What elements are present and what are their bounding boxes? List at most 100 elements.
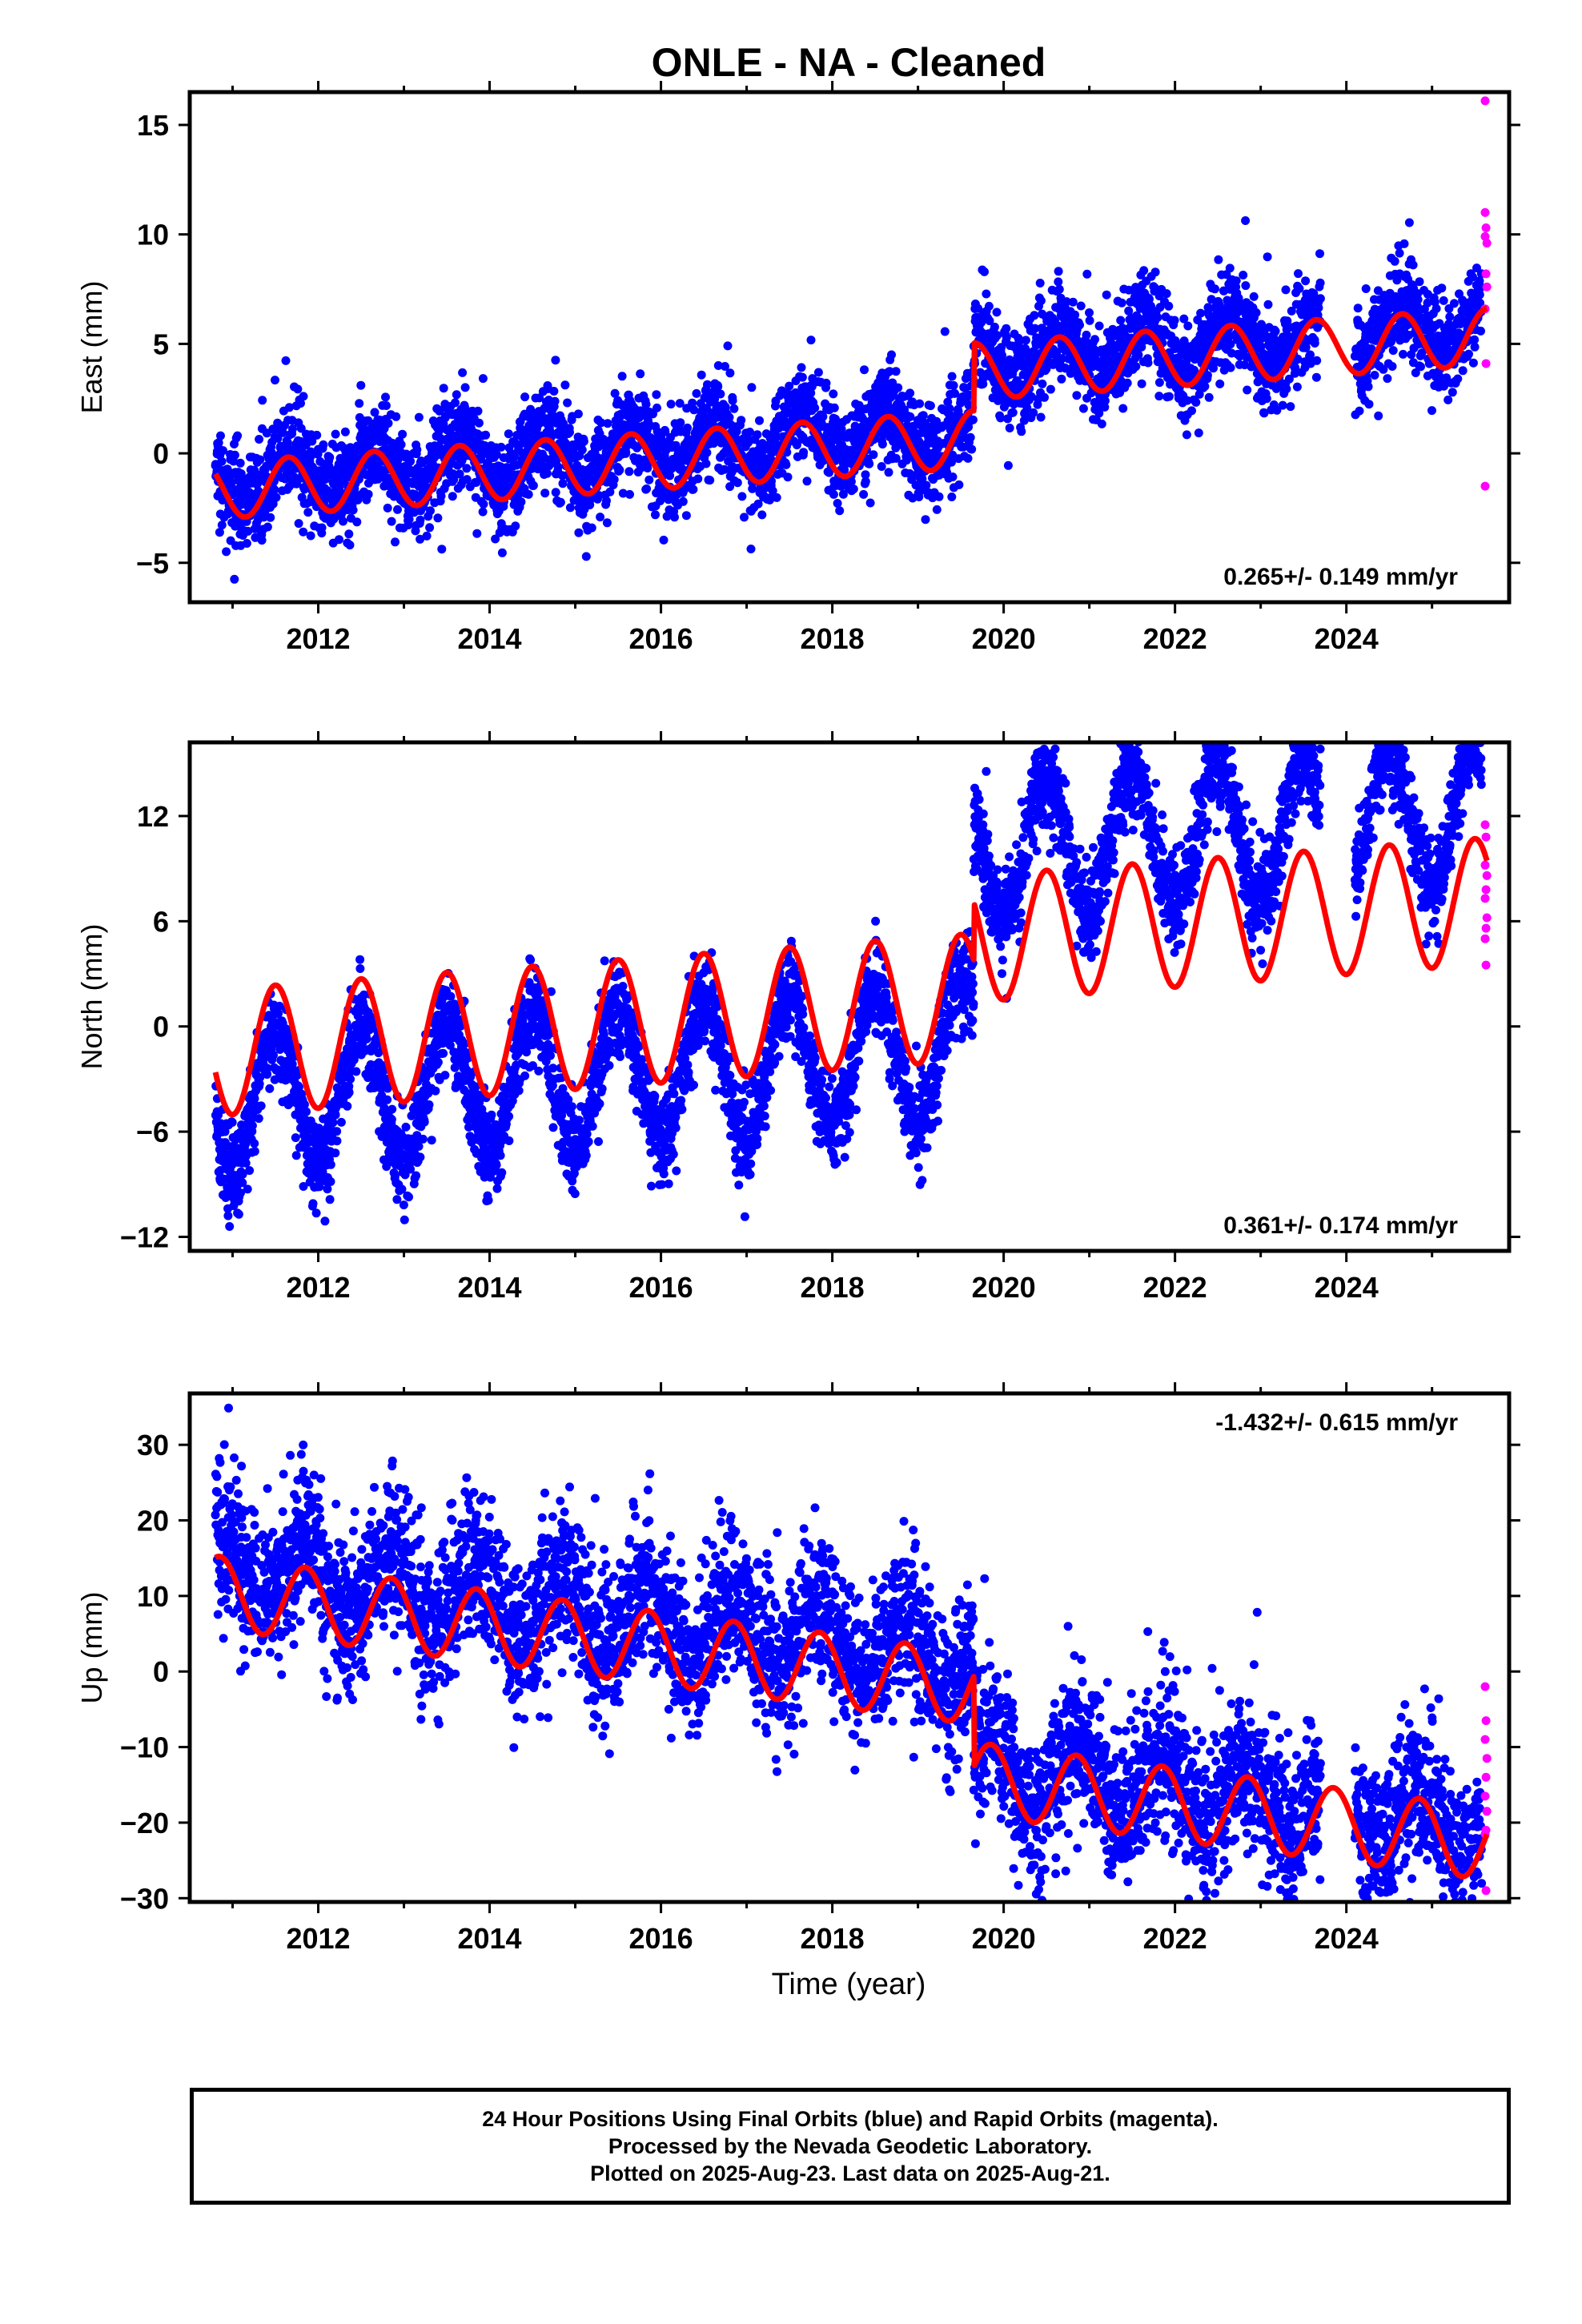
east-final-point: [426, 506, 435, 516]
east-final-point: [1415, 277, 1424, 287]
east-final-point: [217, 456, 227, 466]
east-final-point: [511, 521, 520, 531]
east-final-point: [1262, 394, 1271, 404]
x-tick-label: 2022: [1143, 622, 1207, 655]
east-final-point: [1057, 374, 1066, 384]
east-final-point: [683, 423, 693, 432]
east-final-point: [510, 452, 520, 461]
east-final-point: [921, 515, 930, 525]
east-final-point: [528, 480, 538, 490]
east-final-point: [688, 398, 697, 408]
north-final-point: [250, 1147, 259, 1156]
east-final-point: [1143, 358, 1153, 368]
east-final-point: [391, 537, 400, 547]
east-final-point: [1353, 304, 1363, 313]
east-final-orbit-series: [211, 216, 1486, 584]
east-final-point: [893, 383, 903, 392]
east-final-point: [1164, 301, 1174, 311]
east-final-point: [549, 387, 559, 396]
east-final-point: [810, 403, 820, 412]
east-final-point: [1292, 382, 1302, 392]
east-final-point: [740, 513, 749, 522]
east-final-point: [1094, 321, 1104, 331]
east-final-point: [701, 459, 711, 468]
east-final-point: [1076, 301, 1086, 311]
east-final-point: [215, 528, 224, 537]
east-final-point: [1306, 350, 1315, 360]
east-final-point: [1002, 324, 1011, 333]
east-final-point: [806, 336, 816, 345]
east-final-point: [1090, 335, 1099, 344]
east-final-point: [1204, 392, 1214, 402]
east-final-point: [263, 522, 272, 532]
east-final-point: [1117, 298, 1126, 308]
east-final-point: [1416, 362, 1425, 372]
east-final-point: [1122, 378, 1132, 388]
panel-east: 2012 2014 2016 2018 2020 2022 2024−5051015East…: [75, 81, 1520, 655]
east-final-point: [1312, 356, 1322, 365]
east-final-point: [1241, 281, 1251, 291]
east-final-point: [551, 488, 560, 497]
east-final-point: [425, 523, 435, 533]
x-tick-label: 2024: [1315, 622, 1379, 655]
east-final-point: [1476, 326, 1485, 336]
east-final-point: [299, 392, 308, 401]
east-final-point: [610, 388, 620, 398]
east-final-point: [1294, 269, 1303, 279]
north-data-layer: [211, 742, 1492, 1231]
east-final-point: [877, 462, 886, 471]
east-final-point: [1054, 277, 1063, 287]
east-final-point: [948, 472, 958, 481]
east-final-point: [1021, 336, 1030, 345]
north-final-point: [256, 1101, 266, 1111]
east-rapid-point: [1481, 359, 1491, 368]
east-final-point: [551, 356, 560, 365]
east-final-point: [615, 465, 624, 475]
east-final-point: [1251, 308, 1261, 317]
east-final-point: [473, 406, 483, 416]
east-final-point: [335, 535, 343, 545]
east-final-point: [216, 431, 225, 440]
east-final-point: [1038, 379, 1047, 388]
east-final-point: [448, 492, 457, 501]
east-final-point: [393, 505, 402, 514]
east-final-point: [681, 511, 691, 521]
east-final-point: [1468, 358, 1478, 368]
east-final-point: [932, 505, 942, 514]
east-final-point: [222, 547, 231, 557]
east-final-point: [230, 574, 239, 584]
north-final-point: [254, 1114, 263, 1124]
east-rapid-point: [1480, 96, 1490, 106]
east-final-point: [934, 492, 944, 501]
east-final-point: [797, 372, 807, 382]
east-final-point: [306, 531, 315, 541]
east-final-point: [266, 513, 275, 522]
east-final-point: [416, 515, 425, 525]
east-final-point: [299, 527, 308, 537]
east-final-point: [348, 505, 358, 515]
east-final-point: [458, 368, 468, 377]
east-final-point: [303, 508, 313, 517]
east-final-point: [651, 510, 660, 520]
east-final-point: [1097, 419, 1106, 428]
east-final-point: [387, 517, 396, 526]
east-final-point: [1399, 349, 1407, 359]
east-final-point: [689, 405, 699, 415]
east-final-point: [370, 408, 379, 417]
east-final-point: [383, 503, 392, 513]
east-final-point: [235, 458, 245, 468]
east-rapid-point: [1480, 231, 1490, 241]
east-final-point: [352, 517, 362, 527]
east-final-point: [849, 485, 858, 494]
east-final-point: [966, 432, 975, 442]
north-final-point: [227, 1118, 237, 1127]
east-final-point: [1200, 382, 1210, 391]
east-final-point: [1281, 285, 1291, 295]
east-final-point: [1361, 284, 1371, 293]
east-final-point: [307, 436, 317, 446]
east-final-point: [1363, 382, 1373, 392]
east-final-point: [1408, 260, 1418, 270]
east-final-point: [652, 403, 661, 412]
east-final-point: [563, 398, 572, 408]
